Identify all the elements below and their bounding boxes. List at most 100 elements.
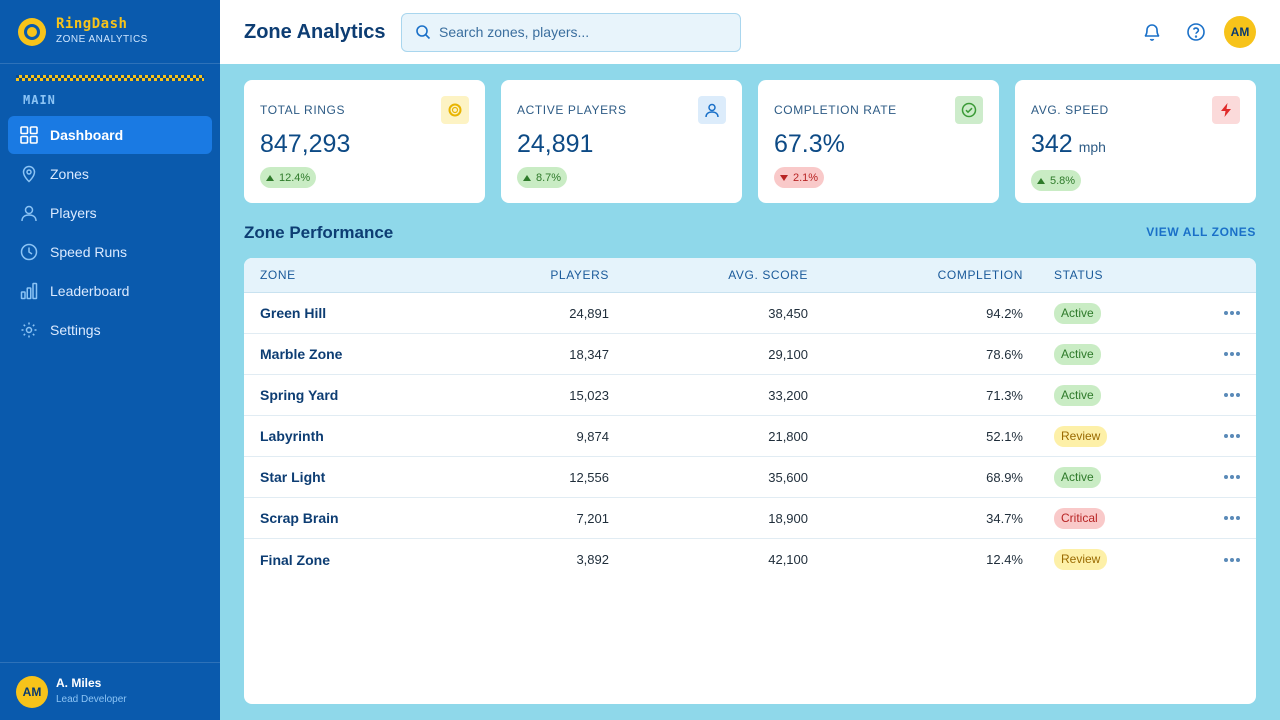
zone-name[interactable]: Green Hill <box>260 305 327 321</box>
stat-label: COMPLETION RATE <box>774 103 897 117</box>
zone-name[interactable]: Final Zone <box>260 551 330 568</box>
players-count: 3,892 <box>576 552 609 567</box>
arrow-down-icon <box>780 174 788 181</box>
zone-table: ZONE PLAYERS AVG. SCORE COMPLETION STATU… <box>244 258 1256 704</box>
table-row[interactable]: Spring Yard 15,023 33,200 71.3% Active <box>244 375 1256 416</box>
search-input[interactable] <box>439 24 719 40</box>
stat-value: 67.3% <box>774 130 845 158</box>
stat-card-avg-speed[interactable]: AVG. SPEED 342 mph 5.8% <box>1015 80 1256 203</box>
delta-badge: 8.7% <box>517 167 568 188</box>
zone-name[interactable]: Labyrinth <box>260 428 324 444</box>
sidebar-item-label: Players <box>50 205 97 221</box>
nav-section-label: MAIN <box>23 93 56 107</box>
user-profile[interactable]: AM A. Miles Lead Developer <box>0 662 220 720</box>
avatar: AM <box>16 675 48 708</box>
players-count: 15,023 <box>569 387 609 403</box>
completion-rate: 68.9% <box>986 469 1023 485</box>
ring-logo-icon <box>18 17 46 46</box>
completion-rate: 12.4% <box>986 552 1023 567</box>
help-button[interactable] <box>1180 16 1212 48</box>
user-role: Lead Developer <box>56 694 127 705</box>
stat-unit: mph <box>1078 139 1106 155</box>
view-all-zones-link[interactable]: VIEW ALL ZONES <box>1146 225 1256 239</box>
brand[interactable]: RingDash ZONE ANALYTICS <box>0 0 220 64</box>
column-header-status[interactable]: STATUS <box>1054 268 1104 282</box>
check-circle-icon <box>955 96 983 124</box>
notifications-button[interactable] <box>1136 16 1168 48</box>
more-options-icon[interactable] <box>1222 311 1240 315</box>
sidebar-item-zones[interactable]: Zones <box>8 155 212 193</box>
delta-badge: 12.4% <box>260 167 317 188</box>
arrow-up-icon <box>1037 177 1045 184</box>
zone-name[interactable]: Marble Zone <box>260 346 343 362</box>
avg-score: 21,800 <box>768 428 808 444</box>
completion-rate: 52.1% <box>986 428 1023 444</box>
stat-label: AVG. SPEED <box>1031 103 1109 117</box>
sidebar-item-speed-runs[interactable]: Speed Runs <box>8 233 212 271</box>
sidebar-item-label: Settings <box>50 322 101 338</box>
status-badge: Review <box>1054 425 1108 447</box>
completion-rate: 94.2% <box>986 305 1023 321</box>
arrow-up-icon <box>523 174 531 181</box>
stat-value: 847,293 <box>260 130 351 158</box>
players-count: 9,874 <box>576 428 609 444</box>
delta-badge: 5.8% <box>1031 170 1082 191</box>
clock-icon <box>20 243 38 261</box>
bell-icon <box>1144 24 1160 41</box>
sidebar-item-leaderboard[interactable]: Leaderboard <box>8 272 212 310</box>
column-header-completion[interactable]: COMPLETION <box>937 268 1023 282</box>
stat-value: 342 <box>1031 130 1073 158</box>
stat-card-completion-rate[interactable]: COMPLETION RATE 67.3% 2.1% <box>758 80 999 203</box>
user-icon <box>698 96 726 124</box>
completion-rate: 34.7% <box>986 510 1023 526</box>
column-header-players[interactable]: PLAYERS <box>550 268 609 282</box>
avatar[interactable]: AM <box>1224 16 1256 48</box>
checkered-divider <box>16 75 204 81</box>
avg-score: 18,900 <box>768 510 808 526</box>
user-name: A. Miles <box>56 676 102 690</box>
completion-rate: 78.6% <box>986 346 1023 362</box>
search-icon <box>416 25 431 40</box>
more-options-icon[interactable] <box>1222 393 1240 397</box>
column-header-avg-score[interactable]: AVG. SCORE <box>728 268 808 282</box>
avg-score: 38,450 <box>768 305 808 321</box>
stat-card-total-rings[interactable]: TOTAL RINGS 847,293 12.4% <box>244 80 485 203</box>
more-options-icon[interactable] <box>1222 475 1240 479</box>
table-row[interactable]: Scrap Brain 7,201 18,900 34.7% Critical <box>244 498 1256 539</box>
delta-value: 12.4% <box>279 171 311 184</box>
players-count: 18,347 <box>569 346 609 362</box>
table-row[interactable]: Green Hill 24,891 38,450 94.2% Active <box>244 293 1256 334</box>
sidebar-item-players[interactable]: Players <box>8 194 212 232</box>
zone-name[interactable]: Scrap Brain <box>260 510 339 526</box>
sidebar-item-label: Leaderboard <box>50 283 130 299</box>
delta-value: 8.7% <box>536 171 562 184</box>
brand-name: RingDash <box>56 16 128 32</box>
status-badge: Active <box>1054 343 1101 365</box>
table-row[interactable]: Marble Zone 18,347 29,100 78.6% Active <box>244 334 1256 375</box>
table-row[interactable]: Labyrinth 9,874 21,800 52.1% Review <box>244 416 1256 457</box>
zone-name[interactable]: Star Light <box>260 469 326 485</box>
more-options-icon[interactable] <box>1222 352 1240 356</box>
table-row[interactable]: Final Zone 3,892 42,100 12.4% Review <box>244 539 1256 580</box>
avg-score: 42,100 <box>768 552 808 567</box>
sidebar: RingDash ZONE ANALYTICS MAIN Dashboard Z… <box>0 0 220 720</box>
delta-value: 5.8% <box>1050 174 1076 187</box>
more-options-icon[interactable] <box>1222 557 1240 562</box>
search-box[interactable] <box>401 12 741 52</box>
user-icon <box>21 205 37 222</box>
more-options-icon[interactable] <box>1222 434 1240 438</box>
sidebar-item-label: Zones <box>50 166 89 182</box>
stat-card-active-players[interactable]: ACTIVE PLAYERS 24,891 8.7% <box>501 80 742 203</box>
table-row[interactable]: Star Light 12,556 35,600 68.9% Active <box>244 457 1256 498</box>
players-count: 12,556 <box>569 469 609 485</box>
sidebar-item-dashboard[interactable]: Dashboard <box>8 116 212 154</box>
help-icon <box>1187 23 1205 41</box>
sidebar-item-settings[interactable]: Settings <box>8 311 212 349</box>
more-options-icon[interactable] <box>1222 516 1240 520</box>
gear-icon <box>21 322 37 338</box>
zone-name[interactable]: Spring Yard <box>260 387 339 403</box>
sidebar-nav: Dashboard Zones Players Speed Runs Leade… <box>8 116 212 350</box>
map-pin-icon <box>22 165 36 183</box>
status-badge: Active <box>1054 302 1101 324</box>
column-header-zone[interactable]: ZONE <box>260 268 296 282</box>
